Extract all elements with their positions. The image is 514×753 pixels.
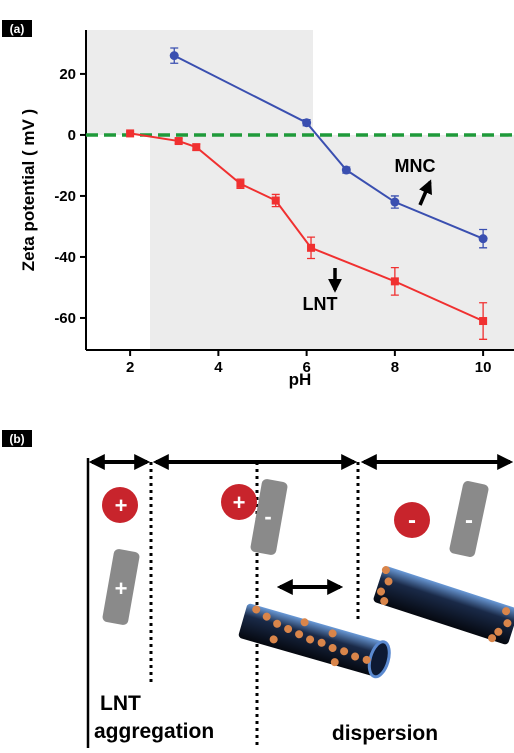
panel-label: (a) <box>10 22 25 36</box>
nanotube <box>373 566 514 645</box>
x-tick-label: 2 <box>126 359 134 376</box>
point <box>169 51 179 61</box>
y-tick-label: 0 <box>68 127 76 144</box>
charge: - <box>465 507 473 534</box>
x-tick-label: 10 <box>475 359 492 376</box>
x-tick-label: 8 <box>391 359 399 376</box>
y-tick-label: -60 <box>54 310 76 327</box>
point <box>307 243 316 252</box>
particles <box>252 605 371 667</box>
particles <box>377 566 512 643</box>
label: dispersion <box>332 722 438 745</box>
point <box>236 179 245 188</box>
x-axis-label: pH <box>289 370 312 389</box>
y-axis-label: Zeta potential ( mV ) <box>19 109 38 271</box>
point <box>126 129 135 138</box>
point <box>479 317 488 326</box>
dividers <box>149 462 360 748</box>
charge: - <box>264 504 271 529</box>
rod <box>449 481 489 557</box>
charge-circle <box>394 502 430 538</box>
charge: + <box>233 490 246 515</box>
y-tick-label: 20 <box>59 66 76 83</box>
charge-circle <box>221 484 257 520</box>
panel-label-box <box>2 430 32 447</box>
chart: 2 4 6 8 10 20 0 -20 -40 -60 MNC LNT <box>54 30 514 376</box>
y-tick-label: -20 <box>54 188 76 205</box>
rod <box>102 549 140 625</box>
tube-body <box>373 566 514 645</box>
point <box>478 234 488 244</box>
shaded-region <box>86 30 313 135</box>
panel-label: (b) <box>9 432 24 446</box>
point <box>302 118 312 128</box>
point <box>192 143 201 152</box>
label: aggregation <box>94 720 214 743</box>
rod <box>250 479 288 555</box>
point <box>390 277 399 286</box>
annotation-arrow <box>418 179 432 206</box>
charge: + <box>115 576 128 601</box>
x-tick-label: 4 <box>214 359 223 376</box>
panel-label-box <box>2 20 32 37</box>
series-label: MNC <box>395 156 436 176</box>
y-tick-label: -40 <box>54 249 76 266</box>
charge: + <box>115 493 128 518</box>
point <box>174 137 183 146</box>
charge-circle <box>102 487 138 523</box>
nanotube <box>238 603 391 679</box>
charge: - <box>408 507 416 534</box>
point <box>271 196 280 205</box>
x-tick-label: 6 <box>302 359 310 376</box>
shaded-region <box>150 135 514 350</box>
diagram: (b) + + + - - - <box>2 430 514 748</box>
range-arrows <box>88 454 514 595</box>
series-label: LNT <box>303 294 338 314</box>
tube-end <box>367 640 391 679</box>
label: LNT <box>100 692 141 715</box>
point <box>390 197 400 207</box>
point <box>341 165 351 175</box>
